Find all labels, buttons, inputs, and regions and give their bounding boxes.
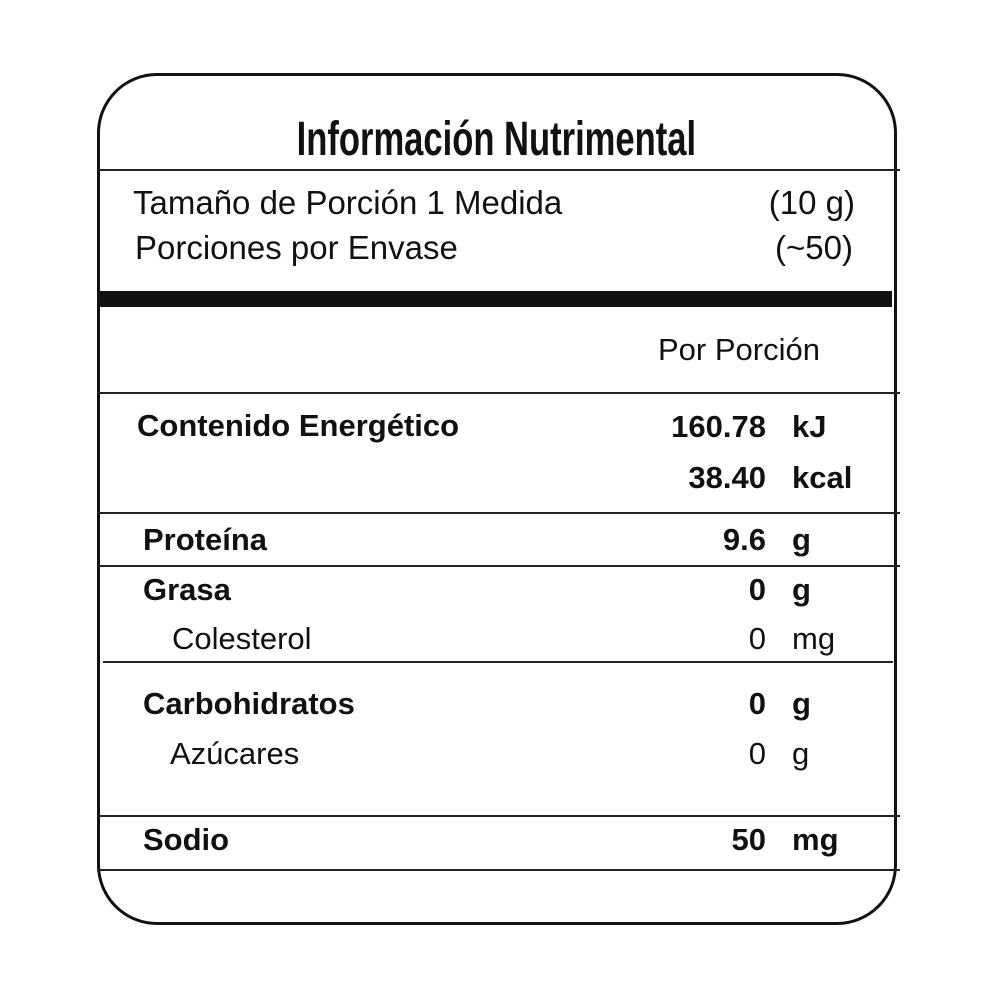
divider: [97, 392, 900, 394]
label-title: Información Nutrimental: [296, 113, 697, 166]
fat-value: 0: [748, 572, 766, 607]
column-header: Por Porción: [658, 332, 820, 367]
energy-kj-unit: kJ: [792, 409, 827, 444]
label-border: [97, 73, 897, 925]
cholesterol-label: Colesterol: [172, 621, 312, 656]
fat-label: Grasa: [143, 572, 231, 607]
serving-size-label: Tamaño de Porción 1 Medida: [133, 184, 563, 221]
divider: [97, 565, 900, 567]
servings-per-container-value: (~50): [775, 229, 853, 266]
carbohydrates-value: 0: [748, 686, 766, 721]
sodium-label: Sodio: [143, 822, 230, 857]
protein-value: 9.6: [722, 522, 766, 557]
energy-kcal-value: 38.40: [688, 460, 766, 495]
serving-size-value: (10 g): [768, 184, 855, 221]
divider: [97, 512, 900, 514]
sugars-unit: g: [792, 736, 810, 771]
sodium-unit: mg: [792, 822, 839, 857]
divider: [97, 169, 900, 171]
divider: [97, 815, 900, 817]
protein-unit: g: [792, 522, 811, 557]
sodium-value: 50: [731, 822, 766, 857]
cholesterol-unit: mg: [792, 621, 836, 656]
cholesterol-value: 0: [748, 621, 766, 656]
divider: [97, 869, 900, 871]
servings-per-container-label: Porciones por Envase: [135, 229, 458, 266]
energy-label: Contenido Energético: [137, 408, 460, 443]
sugars-label: Azúcares: [170, 736, 300, 771]
energy-kj-value: 160.78: [671, 409, 766, 444]
carbohydrates-unit: g: [792, 686, 811, 721]
divider: [103, 661, 893, 663]
energy-kcal-unit: kcal: [792, 460, 853, 495]
fat-unit: g: [792, 572, 811, 607]
sugars-value: 0: [748, 736, 766, 771]
thick-divider: [97, 291, 892, 307]
carbohydrates-label: Carbohidratos: [143, 686, 355, 721]
protein-label: Proteína: [143, 522, 268, 557]
